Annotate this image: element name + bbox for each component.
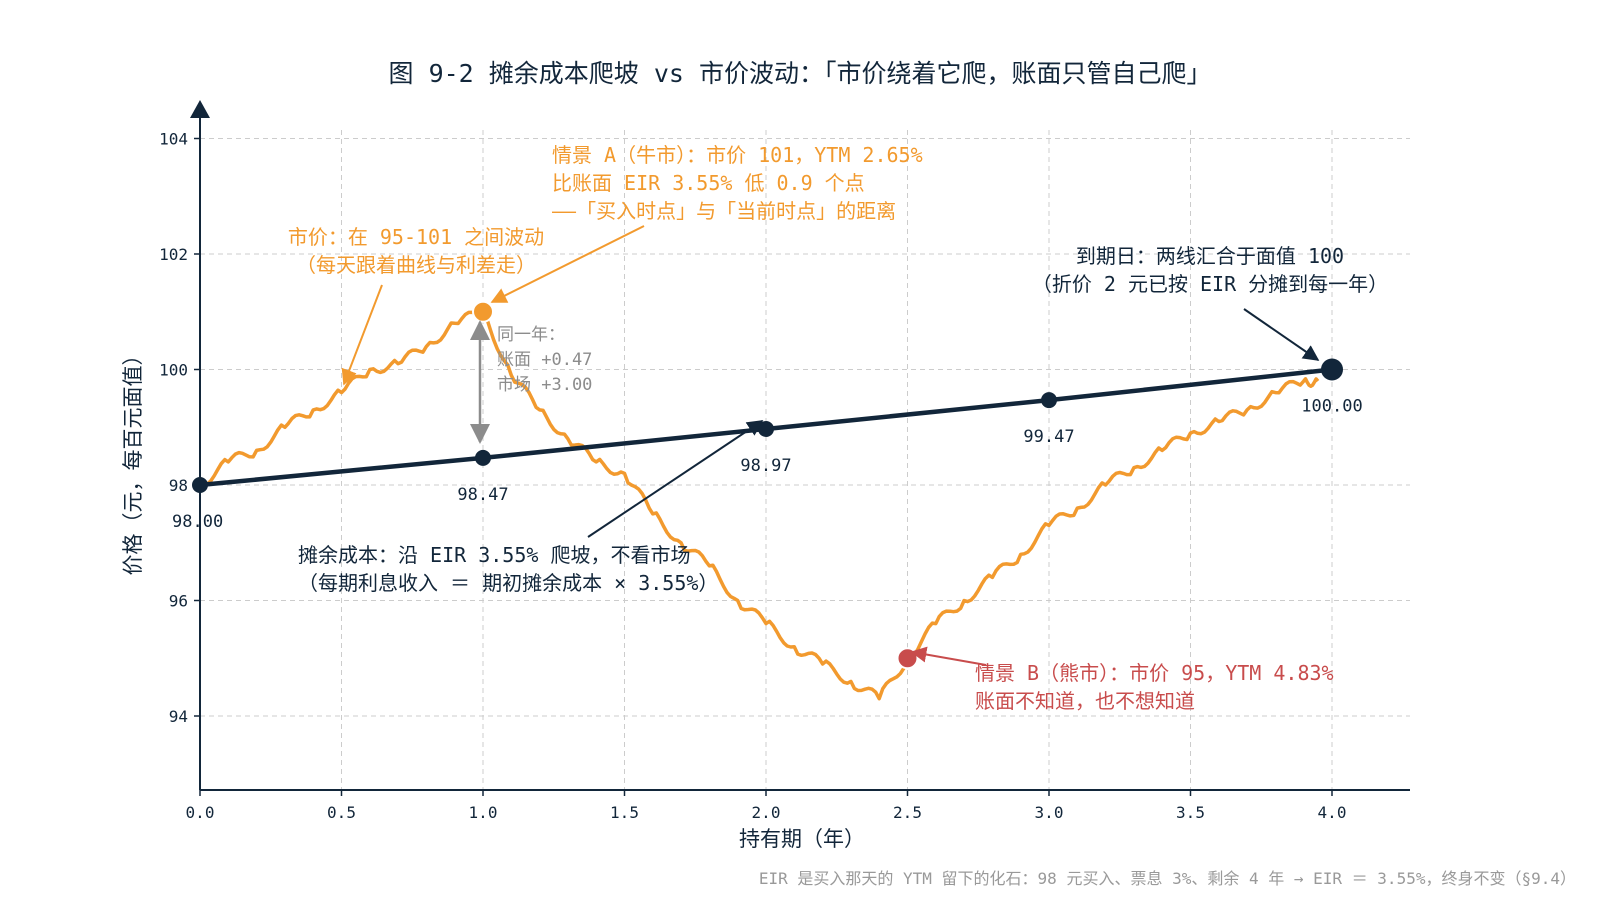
market-note-text: （每天跟着曲线与利差走） (296, 253, 536, 277)
scenario-a-text: ——「买入时点」与「当前时点」的距离 (552, 199, 896, 223)
amortized-value-label: 98.47 (457, 485, 508, 505)
y-tick-label: 100 (159, 361, 188, 380)
x-tick-label: 0.0 (186, 803, 215, 822)
scenario-b-text: 情景 B（熊市）：市价 95，YTM 4.83% (975, 661, 1334, 685)
y-axis-arrow (190, 100, 210, 118)
grid (199, 130, 1410, 790)
scenario-b-text: 账面不知道，也不想知道 (975, 689, 1195, 713)
y-tick-label: 94 (169, 707, 188, 726)
x-tick-label: 1.0 (469, 803, 498, 822)
amortized-point (1041, 392, 1057, 409)
scenario-a-text: 比账面 EIR 3.55% 低 0.9 个点 (552, 171, 865, 195)
y-tick-label: 104 (159, 130, 188, 149)
amortized-value-label: 100.00 (1301, 397, 1362, 417)
amortized-value-label: 99.47 (1023, 427, 1074, 447)
x-tick-label: 3.5 (1176, 803, 1205, 822)
highlight-point (472, 300, 494, 323)
y-axis-label: 价格（元，每百元面值） (121, 345, 145, 576)
y-tick-label: 98 (169, 476, 188, 495)
maturity-arrow (1243, 308, 1320, 361)
y-tick-label: 102 (159, 245, 188, 264)
scenario-b-arrow (910, 646, 987, 666)
same-year-text: 市场 +3.00 (497, 375, 592, 395)
x-tick-label: 4.0 (1318, 803, 1347, 822)
y-tick-label: 96 (169, 592, 188, 611)
x-tick-label: 0.5 (327, 803, 356, 822)
series (199, 310, 1333, 701)
amortized-text: （每期利息收入 ＝ 期初摊余成本 × 3.55%） (298, 571, 718, 595)
maturity-text: 到期日：两线汇合于面值 100 (1076, 244, 1344, 268)
same-year-text: 同一年： (497, 325, 565, 345)
maturity-text: （折价 2 元已按 EIR 分摊到每一年） (1032, 272, 1388, 296)
amortized-point (758, 420, 774, 437)
amortized-value-label: 98.97 (740, 456, 791, 476)
annotations: 市价：在 95-101 之间波动 （每天跟着曲线与利差走） 情景 A（牛市）：市价 … (288, 143, 1388, 713)
x-tick-label: 1.5 (610, 803, 639, 822)
x-axis-label: 持有期（年） (739, 827, 865, 851)
x-tick-label: 2.0 (752, 803, 781, 822)
x-tick-label: 2.5 (893, 803, 922, 822)
market-price-line (199, 310, 1320, 701)
amortized-text: 摊余成本：沿 EIR 3.55% 爬坡，不看市场 (298, 543, 690, 567)
amortized-point (1321, 358, 1343, 381)
scenario-a-text: 情景 A（牛市）：市价 101，YTM 2.65% (552, 143, 923, 167)
tick-labels: 0.0 0.5 1.0 1.5 2.0 2.5 3.0 3.5 4.0 94 96 98 100 102 1… (159, 130, 1346, 823)
scenario-a-arrow (490, 225, 645, 303)
chart-title: 图 9-2 摊余成本爬坡 vs 市价波动：「市价绕着它爬，账面只管自己爬」 (389, 59, 1212, 88)
axes (190, 100, 1410, 796)
amortized-point (475, 449, 491, 466)
highlight-point (896, 647, 919, 670)
amortized-point (192, 477, 208, 493)
data-labels: 98.00 98.47 98.97 99.47 100.00 (172, 397, 1363, 533)
market-note-arrow (341, 284, 383, 386)
amortized-value-label: 98.00 (172, 512, 223, 532)
footnote: EIR 是买入那天的 YTM 留下的化石：98 元买入、票息 3%、剩余 4 年… (759, 869, 1576, 888)
same-year-text: 账面 +0.47 (497, 350, 592, 370)
x-tick-label: 3.0 (1035, 803, 1064, 822)
amortized-arrow (587, 420, 764, 538)
market-note-text: 市价：在 95-101 之间波动 (288, 225, 544, 249)
